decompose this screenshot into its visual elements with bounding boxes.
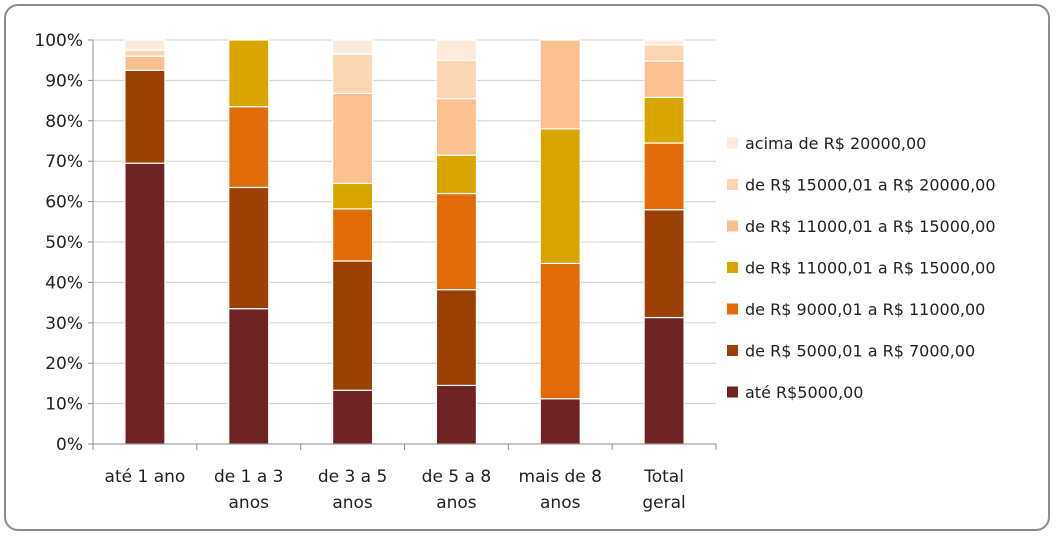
x-tick-label: anos (436, 493, 477, 513)
x-tick-label: de 5 a 8 (422, 467, 492, 487)
y-tick-label: 0% (56, 435, 83, 455)
x-tick-label: de 3 a 5 (318, 467, 388, 487)
x-tick-label: até 1 ano (105, 467, 186, 487)
x-tick-label: de 1 a 3 (214, 467, 284, 487)
y-tick-label: 80% (45, 112, 83, 132)
bar-segment (539, 39, 581, 130)
bar-segment (331, 260, 374, 391)
bar-segment (435, 289, 478, 387)
bar-segment (643, 316, 685, 445)
legend-swatch (727, 262, 738, 273)
bar-segment (331, 389, 374, 445)
bar-segment (435, 39, 478, 61)
legend-swatch (727, 386, 738, 398)
y-tick-label: 60% (45, 193, 83, 213)
bar-segment (435, 59, 478, 100)
legend: acima de R$ 20000,00 de R$ 15000,01 a R$ … (727, 134, 996, 402)
y-tick-label: 20% (45, 354, 83, 374)
y-tick-label: 70% (45, 152, 83, 172)
bar-segment (331, 53, 374, 94)
y-tick-label: 90% (45, 71, 83, 91)
y-tick-label: 100% (34, 31, 83, 51)
bar-segment (643, 209, 685, 319)
bar-segment (539, 262, 581, 400)
bar-segment (643, 39, 685, 46)
legend-label: de R$ 11000,01 a R$ 15000,00 (745, 259, 996, 278)
bar-segment (331, 208, 374, 262)
bars-layer (124, 39, 685, 445)
bar-segment (643, 96, 685, 144)
bar-segment (228, 308, 270, 445)
legend-label: de R$ 5000,01 a R$ 7000,00 (745, 342, 975, 361)
x-tick-label: anos (332, 493, 373, 513)
grid-layer (93, 39, 716, 405)
bar-segment (124, 162, 166, 445)
chart-frame (4, 4, 1050, 531)
bar-segment (124, 49, 166, 57)
x-tick-label: anos (229, 493, 270, 513)
x-tick-label: mais de 8 (519, 467, 602, 487)
bar-segment (228, 186, 270, 310)
bar-segment (228, 106, 270, 189)
legend-swatch (727, 220, 738, 232)
x-tick-label: Total (643, 467, 684, 487)
y-tick-label: 40% (45, 273, 83, 293)
bar-segment (643, 60, 685, 98)
y-tick-label: 50% (45, 233, 83, 253)
legend-label: até R$5000,00 (745, 383, 863, 402)
bar-segment (331, 39, 374, 55)
bar-segment (643, 44, 685, 62)
x-tick-label: geral (642, 493, 685, 513)
legend-label: de R$ 11000,01 a R$ 15000,00 (745, 217, 996, 236)
bar-segment (539, 398, 581, 445)
legend-swatch (727, 179, 738, 190)
bar-segment (124, 39, 166, 51)
bar-segment (435, 97, 478, 156)
axes-layer: 0% 10% 20% 30% 40% 50% 60% 70% 80% 90% 100% até 1 a… (34, 31, 717, 513)
x-tick-label: anos (540, 493, 581, 513)
bar-segment (124, 69, 166, 164)
bar-segment (435, 154, 478, 195)
bar-segment (331, 92, 374, 185)
bar-segment (331, 182, 374, 210)
bar-segment (124, 55, 166, 71)
legend-label: acima de R$ 20000,00 (745, 134, 926, 153)
bar-segment (435, 384, 478, 445)
legend-label: de R$ 15000,01 a R$ 20000,00 (745, 176, 996, 195)
legend-swatch (727, 303, 738, 315)
legend-swatch (727, 137, 738, 149)
bar-segment (228, 39, 270, 108)
y-tick-label: 10% (45, 395, 83, 415)
y-tick-label: 30% (45, 314, 83, 334)
bar-segment (643, 142, 685, 211)
bar-segment (435, 192, 478, 291)
legend-label: de R$ 9000,01 a R$ 11000,00 (745, 300, 985, 319)
legend-swatch (727, 345, 738, 356)
bar-segment (539, 128, 581, 265)
